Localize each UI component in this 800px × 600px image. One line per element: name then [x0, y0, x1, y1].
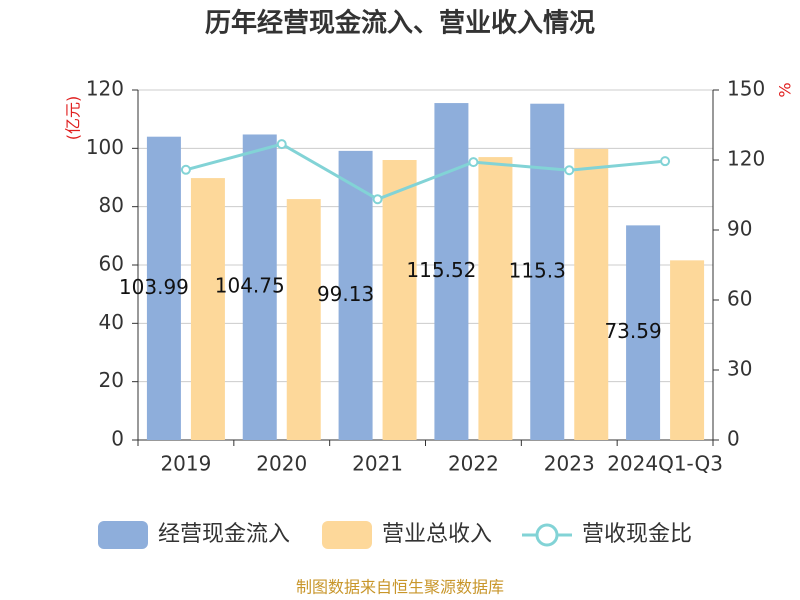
x-tick-label: 2022 [448, 452, 499, 476]
source-note: 制图数据来自恒生聚源数据库 [296, 578, 504, 597]
data-label: 104.75 [215, 274, 285, 298]
data-label: 73.59 [604, 319, 661, 343]
data-label: 103.99 [119, 275, 189, 299]
y2-tick-label: 30 [727, 357, 752, 381]
bar [190, 178, 225, 441]
legend-swatch [535, 523, 559, 547]
line-point [276, 139, 287, 150]
x-tick-label: 2019 [160, 452, 211, 476]
y-tick-label: 80 [99, 193, 124, 217]
y-axis-label: (亿元) [64, 96, 83, 141]
y-tick-label: 0 [111, 427, 124, 451]
x-tick-label: 2020 [256, 452, 307, 476]
line-point [372, 194, 383, 205]
x-tick-label: 2023 [544, 452, 595, 476]
legend-label: 营收现金比 [582, 522, 692, 547]
y2-tick-label: 90 [727, 217, 752, 241]
y-tick-label: 120 [86, 77, 124, 101]
legend-label: 营业总收入 [382, 522, 492, 547]
x-tick-label: 2024Q1-Q3 [607, 452, 723, 476]
y2-tick-label: 120 [727, 147, 765, 171]
y-tick-label: 100 [86, 135, 124, 159]
bar [478, 157, 513, 441]
y-tick-label: 40 [99, 310, 124, 334]
legend-label: 经营现金流入 [158, 522, 290, 547]
bar [382, 160, 417, 440]
y2-tick-label: 60 [727, 287, 752, 311]
bar [286, 199, 321, 440]
chart-title: 历年经营现金流入、营业收入情况 [205, 8, 595, 39]
bar [670, 260, 705, 440]
y-tick-label: 20 [99, 368, 124, 392]
data-label: 115.3 [509, 258, 566, 282]
legend-swatch [322, 521, 372, 549]
line [185, 142, 666, 201]
line-point [180, 164, 191, 175]
x-tick-label: 2021 [352, 452, 403, 476]
bar [626, 225, 661, 440]
legend-swatch [98, 521, 148, 549]
line-point [660, 156, 671, 167]
bar [530, 103, 565, 440]
bar [146, 136, 181, 440]
bar [338, 150, 373, 440]
y2-tick-label: 150 [727, 77, 765, 101]
line-point [468, 157, 479, 168]
y2-tick-label: 0 [727, 427, 740, 451]
data-label: 99.13 [317, 282, 374, 306]
bar [242, 134, 277, 440]
data-label: 115.52 [406, 258, 476, 282]
bar [574, 148, 609, 440]
y-tick-label: 60 [99, 252, 124, 276]
bar [434, 103, 469, 441]
y2-axis-label: % [776, 82, 795, 97]
line-point [564, 165, 575, 176]
